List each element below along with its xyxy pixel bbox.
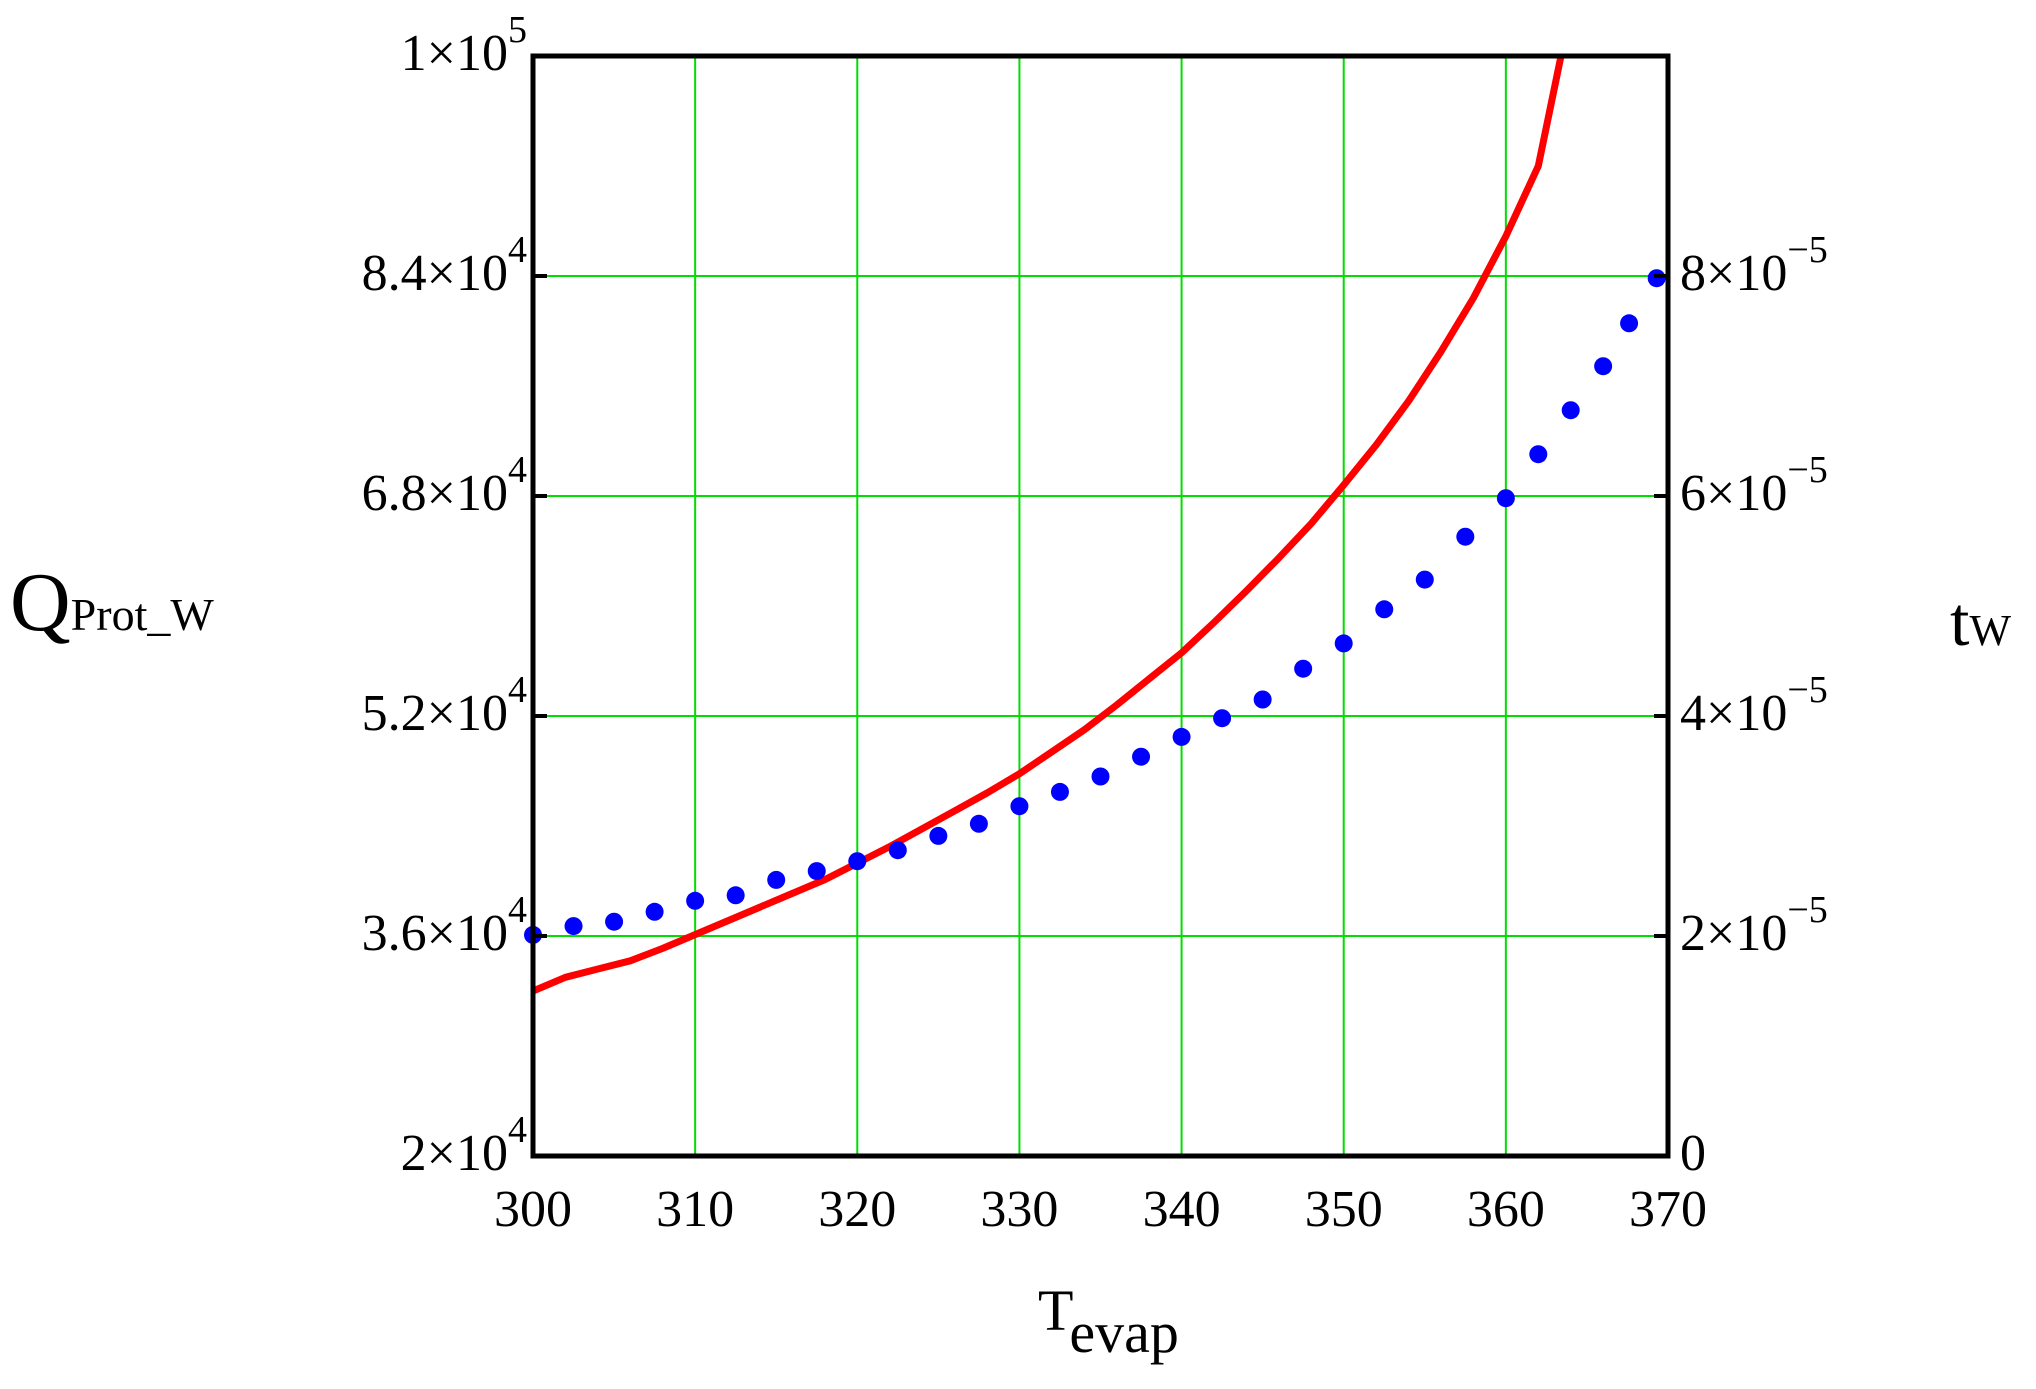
x-tick-label: 310 (656, 1181, 734, 1238)
y-axis-right-label-sub: W (1969, 606, 2011, 655)
y-left-tick-exponent: 4 (508, 229, 527, 271)
y-right-tick-label: 2×10−5 (1680, 889, 1828, 962)
y-right-tick-mantissa: 8×10 (1680, 245, 1787, 302)
y-left-tick-mantissa: 1×10 (401, 25, 508, 82)
y-left-tick-label: 2×104 (401, 1109, 527, 1182)
series-1-point (1496, 489, 1515, 508)
series-1-point (1620, 314, 1639, 333)
y-left-tick-exponent: 4 (508, 449, 527, 491)
x-tick-label: 360 (1467, 1181, 1545, 1238)
y-left-tick-label: 8.4×104 (362, 229, 527, 302)
y-right-tick-exponent: −5 (1787, 889, 1827, 931)
series-1-point (1010, 797, 1029, 816)
y-right-tick-exponent: −5 (1787, 669, 1827, 711)
y-right-tick-mantissa: 2×10 (1680, 905, 1787, 962)
series-1-point (969, 814, 988, 833)
y-left-tick-exponent: 5 (508, 9, 527, 51)
x-tick-label: 330 (980, 1181, 1058, 1238)
series-1-point (645, 902, 664, 921)
x-tick-label: 370 (1629, 1181, 1707, 1238)
x-axis-label-main: T (1038, 1278, 1073, 1343)
y-left-tick-label: 3.6×104 (362, 889, 527, 962)
series-1-point (1561, 401, 1580, 420)
series-1-point (1253, 690, 1272, 709)
gridlines (532, 55, 1669, 1157)
y-left-tick-exponent: 4 (508, 669, 527, 711)
tick-labels: 300 310 320 330 340 350 360 3702×1043.6×1045.2×… (362, 9, 1828, 1238)
series-1-point (1172, 727, 1191, 746)
x-axis-label-sub: evap (1069, 1300, 1179, 1365)
series-1-point (1415, 570, 1434, 589)
series-1-point (686, 891, 705, 910)
series-1-point (1050, 782, 1069, 801)
y-left-tick-mantissa: 5.2×10 (362, 685, 508, 742)
series-1-point (1091, 767, 1110, 786)
y-right-tick-exponent: −5 (1787, 229, 1827, 271)
y-right-tick-exponent: −5 (1787, 449, 1827, 491)
plot-frame (530, 53, 1671, 1159)
series-1-point (605, 912, 624, 931)
y-left-tick-mantissa: 2×10 (401, 1125, 508, 1182)
y-axis-left-label-main: Q (10, 556, 71, 649)
series-1-point (848, 852, 867, 871)
y-axis-right-label-main: t (1950, 584, 1970, 661)
y-right-tick-mantissa: 6×10 (1680, 465, 1787, 522)
series-1-point (564, 917, 583, 936)
series-1-point (1294, 659, 1313, 678)
plot-border (530, 53, 1671, 1159)
series-1-point (1132, 747, 1151, 766)
series-0-line (533, 56, 1565, 995)
series-layer (524, 56, 1666, 995)
y-left-tick-mantissa: 8.4×10 (362, 245, 508, 302)
y-left-tick-mantissa: 6.8×10 (362, 465, 508, 522)
series-1-point (767, 870, 786, 889)
y-right-tick-label: 0 (1680, 1125, 1706, 1182)
y-right-tick-label: 4×10−5 (1680, 669, 1828, 742)
series-1-point (888, 841, 907, 860)
y-axis-left-label-sub: Prot_W (71, 589, 215, 640)
series-1-point (1594, 357, 1613, 376)
series-1-point (1647, 269, 1666, 288)
y-right-tick-mantissa: 4×10 (1680, 685, 1787, 742)
y-right-tick-mantissa: 0 (1680, 1125, 1706, 1182)
x-tick-label: 300 (494, 1181, 572, 1238)
y-right-tick-label: 6×10−5 (1680, 449, 1828, 522)
series-1-point (1213, 709, 1232, 728)
y-left-tick-exponent: 4 (508, 1109, 527, 1151)
x-tick-label: 320 (818, 1181, 896, 1238)
x-tick-label: 350 (1305, 1181, 1383, 1238)
x-tick-label: 340 (1143, 1181, 1221, 1238)
y-right-tick-label: 8×10−5 (1680, 229, 1828, 302)
y-left-tick-label: 6.8×104 (362, 449, 527, 522)
y-left-tick-label: 5.2×104 (362, 669, 527, 742)
series-1-point (1375, 600, 1394, 619)
x-axis-label: Tevap (1038, 1278, 1179, 1365)
series-1-point (929, 826, 948, 845)
series-1-point (807, 862, 826, 881)
series-1-point (726, 886, 745, 905)
y-left-tick-exponent: 4 (508, 889, 527, 931)
y-left-tick-label: 1×105 (401, 9, 527, 82)
series-1-point (1334, 634, 1353, 653)
series-1-point (1456, 527, 1475, 546)
y-axis-left-label: QProt_W (10, 556, 214, 649)
series-1-point (1529, 445, 1548, 464)
y-axis-right-label: tW (1950, 584, 2011, 661)
y-left-tick-mantissa: 3.6×10 (362, 905, 508, 962)
